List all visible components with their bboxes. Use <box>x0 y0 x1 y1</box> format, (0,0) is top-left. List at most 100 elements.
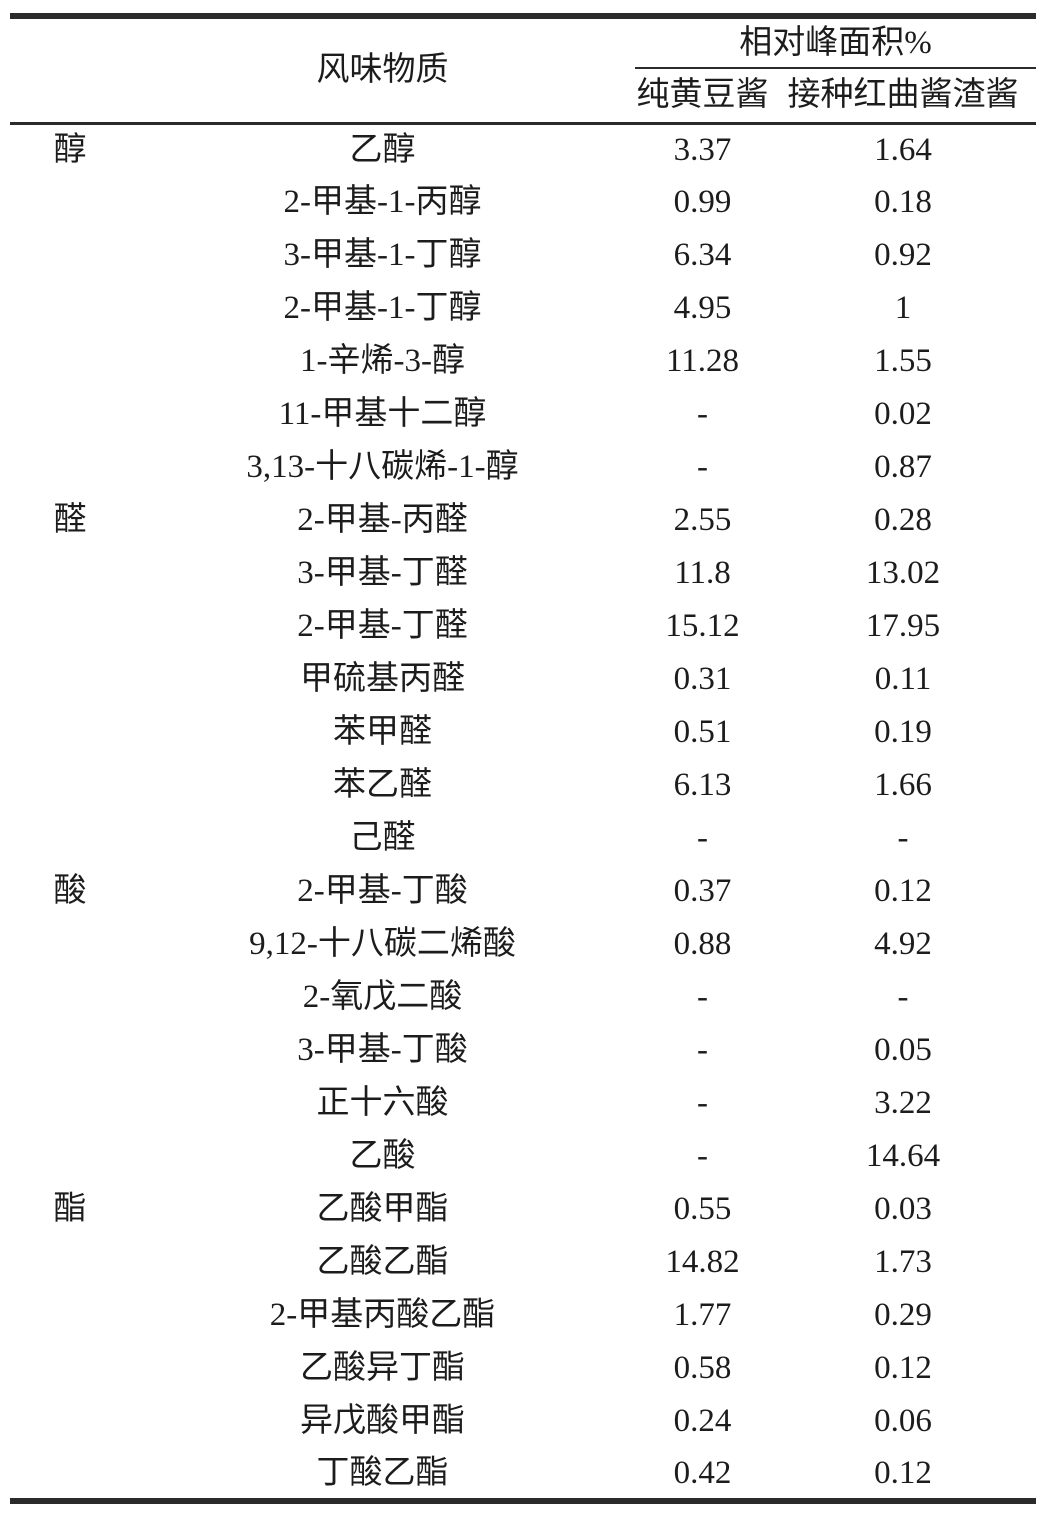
cell-category <box>10 335 130 388</box>
cell-value-sample1: 0.42 <box>673 1454 732 1491</box>
cell-value-sample2: 0.02 <box>874 396 932 432</box>
table-row: 丁酸乙酯 0.42 0.12 <box>10 1448 1036 1501</box>
cell-value-sample1: 0.24 <box>673 1403 732 1439</box>
cell-value-sample1: 0.58 <box>673 1350 732 1386</box>
cell-compound-name: 11-甲基十二醇 <box>278 396 487 432</box>
cell-value-sample2: 1.66 <box>874 767 932 803</box>
cell-value-sample1: 4.95 <box>673 290 732 326</box>
cell-compound-name: 2-氧戊二酸 <box>302 979 463 1015</box>
cell-compound-name: 乙酸乙酯 <box>316 1244 449 1280</box>
table-row: 2-甲基丙酸乙酯 1.77 0.29 <box>10 1289 1036 1342</box>
cell-value-sample2: 0.29 <box>874 1297 932 1333</box>
cell-value-sample2: 1.64 <box>874 131 932 168</box>
cell-value-sample2: 0.03 <box>874 1191 932 1227</box>
cell-value-sample1: - <box>697 979 708 1015</box>
table-row: 2-氧戊二酸 - - <box>10 971 1036 1024</box>
table-row: 3,13-十八碳烯-1-醇 - 0.87 <box>10 441 1036 494</box>
cell-category <box>10 1448 130 1501</box>
cell-compound-name: 3-甲基-1-丁醇 <box>283 237 482 273</box>
cell-compound-name: 3-甲基-丁酸 <box>297 1032 468 1068</box>
cell-compound-name: 2-甲基-1-丁醇 <box>283 290 482 326</box>
table-row: 乙酸乙酯 14.82 1.73 <box>10 1236 1036 1289</box>
header-category-spacer <box>10 16 130 123</box>
cell-value-sample1: 11.8 <box>674 555 731 591</box>
table-row: 3-甲基-丁酸 - 0.05 <box>10 1024 1036 1077</box>
table-row: 苯乙醛 6.13 1.66 <box>10 759 1036 812</box>
cell-compound-name: 甲硫基丙醛 <box>300 661 465 697</box>
cell-value-sample2: 0.05 <box>874 1032 932 1068</box>
table-row: 2-甲基-1-丙醇 0.99 0.18 <box>10 176 1036 229</box>
cell-category <box>10 971 130 1024</box>
cell-value-sample1: - <box>697 1138 708 1174</box>
cell-value-sample1: 0.99 <box>673 184 732 220</box>
cell-value-sample2: 4.92 <box>874 926 932 962</box>
cell-compound-name: 苯甲醛 <box>333 714 432 750</box>
header-relative-peak-area: 相对峰面积% <box>635 16 1036 69</box>
cell-value-sample2: 0.12 <box>874 1350 932 1386</box>
cell-compound-name: 2-甲基丙酸乙酯 <box>269 1297 496 1333</box>
table-row: 2-甲基-丁醛 15.12 17.95 <box>10 600 1036 653</box>
cell-compound-name: 异戊酸甲酯 <box>300 1403 465 1439</box>
cell-category <box>10 600 130 653</box>
table-row: 3-甲基-1-丁醇 6.34 0.92 <box>10 229 1036 282</box>
cell-compound-name: 乙酸异丁酯 <box>300 1350 465 1386</box>
header-sample-inoculated-red-yeast-paste: 接种红曲酱渣酱 <box>787 76 1019 113</box>
cell-compound-name: 2-甲基-丁醛 <box>297 608 468 644</box>
cell-category <box>10 706 130 759</box>
table-row: 醇 乙醇 3.37 1.64 <box>10 123 1036 176</box>
cell-category <box>10 1289 130 1342</box>
table-row: 苯甲醛 0.51 0.19 <box>10 706 1036 759</box>
cell-value-sample2: 0.19 <box>874 714 932 750</box>
table-row: 酯 乙酸甲酯 0.55 0.03 <box>10 1183 1036 1236</box>
cell-value-sample2: 1 <box>894 290 912 326</box>
cell-value-sample2: 0.18 <box>874 184 932 220</box>
cell-compound-name: 2-甲基-丙醛 <box>297 502 468 538</box>
cell-compound-name: 9,12-十八碳二烯酸 <box>249 926 516 962</box>
header-flavor-substance: 风味物质 <box>316 51 449 88</box>
cell-category: 醛 <box>53 502 87 538</box>
cell-value-sample2: 0.11 <box>874 661 932 697</box>
cell-value-sample2: 0.12 <box>874 1454 932 1491</box>
cell-value-sample1: - <box>697 449 708 485</box>
cell-compound-name: 3,13-十八碳烯-1-醇 <box>246 449 519 485</box>
cell-category <box>10 1130 130 1183</box>
cell-value-sample1: 0.37 <box>673 873 732 909</box>
cell-category <box>10 282 130 335</box>
cell-value-sample1: 14.82 <box>665 1244 740 1280</box>
table-row: 甲硫基丙醛 0.31 0.11 <box>10 653 1036 706</box>
cell-category <box>10 1024 130 1077</box>
cell-value-sample1: 15.12 <box>665 608 740 644</box>
flavor-compound-table: 风味物质 相对峰面积% 纯黄豆酱 接种红曲酱渣酱 醇 乙醇 3.37 1.64 2-甲基… <box>10 13 1036 1504</box>
cell-value-sample1: 0.55 <box>673 1191 732 1227</box>
cell-category <box>10 1077 130 1130</box>
table-row: 酸 2-甲基-丁酸 0.37 0.12 <box>10 865 1036 918</box>
cell-category <box>10 1236 130 1289</box>
table-row: 乙酸异丁酯 0.58 0.12 <box>10 1342 1036 1395</box>
cell-category <box>10 1395 130 1448</box>
cell-value-sample2: 3.22 <box>874 1085 932 1121</box>
cell-category: 醇 <box>53 131 87 168</box>
header-row-samples: 纯黄豆酱 接种红曲酱渣酱 <box>10 68 1036 123</box>
table-row: 异戊酸甲酯 0.24 0.06 <box>10 1395 1036 1448</box>
cell-category <box>10 653 130 706</box>
table-row: 11-甲基十二醇 - 0.02 <box>10 388 1036 441</box>
cell-category <box>10 759 130 812</box>
cell-value-sample2: 0.87 <box>874 449 932 485</box>
table-body: 醇 乙醇 3.37 1.64 2-甲基-1-丙醇 0.99 0.18 3-甲基-1-丁醇 6.3… <box>10 123 1036 1501</box>
cell-compound-name: 丁酸乙酯 <box>316 1454 449 1491</box>
cell-category <box>10 1342 130 1395</box>
table-row: 1-辛烯-3-醇 11.28 1.55 <box>10 335 1036 388</box>
table-row: 9,12-十八碳二烯酸 0.88 4.92 <box>10 918 1036 971</box>
cell-category: 酸 <box>53 873 87 909</box>
cell-category <box>10 176 130 229</box>
cell-value-sample1: 6.13 <box>673 767 732 803</box>
table-row: 3-甲基-丁醛 11.8 13.02 <box>10 547 1036 600</box>
cell-compound-name: 己醛 <box>349 820 416 856</box>
cell-value-sample2: - <box>897 820 909 856</box>
cell-compound-name: 乙酸甲酯 <box>316 1191 449 1227</box>
table-row: 己醛 - - <box>10 812 1036 865</box>
header-row-group: 风味物质 相对峰面积% <box>10 16 1036 86</box>
cell-value-sample2: 0.12 <box>874 873 932 909</box>
cell-category: 酯 <box>53 1191 87 1227</box>
cell-value-sample1: 0.31 <box>673 661 732 697</box>
